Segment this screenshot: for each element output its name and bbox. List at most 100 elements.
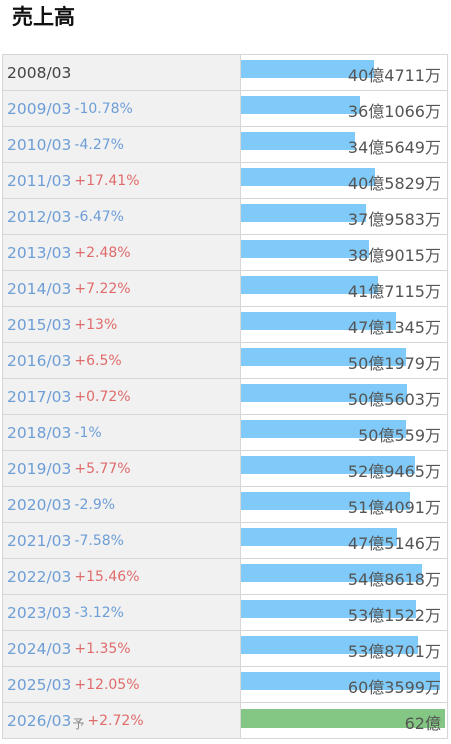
- period-cell: 2012/03 -6.47%: [3, 199, 241, 234]
- period-cell: 2025/03 +12.05%: [3, 667, 241, 702]
- change-label: +17.41%: [74, 172, 140, 189]
- change-label: +13%: [74, 316, 118, 333]
- sales-table: 2008/03 40億4711万 2009/03 -10.78% 36億1066万 201…: [2, 54, 448, 739]
- table-row: 2021/03 -7.58% 47億5146万: [3, 523, 448, 559]
- table-row: 2026/03 予 +2.72% 62億: [3, 703, 448, 739]
- change-label: -2.9%: [74, 496, 116, 513]
- table-row: 2012/03 -6.47% 37億9583万: [3, 199, 448, 235]
- forecast-mark: 予: [72, 717, 85, 731]
- value-label: 50億559万: [358, 426, 441, 445]
- table-row: 2008/03 40億4711万: [3, 55, 448, 91]
- value-label: 37億9583万: [347, 210, 441, 229]
- period-cell: 2021/03 -7.58%: [3, 523, 241, 558]
- period-label: 2015/03: [7, 315, 72, 334]
- value-bar: [241, 312, 396, 330]
- period-label: 2023/03: [7, 603, 72, 622]
- period-cell: 2020/03 -2.9%: [3, 487, 241, 522]
- value-bar: [241, 168, 375, 186]
- value-label: 53億1522万: [347, 606, 441, 625]
- value-label: 40億5829万: [347, 174, 441, 193]
- period-label: 2008/03: [7, 63, 72, 82]
- period-label: 2022/03: [7, 567, 72, 586]
- table-row: 2024/03 +1.35% 53億8701万: [3, 631, 448, 667]
- period-label: 2020/03: [7, 495, 72, 514]
- bar-cell: 50億1979万: [241, 343, 448, 378]
- period-label: 2026/03: [7, 711, 72, 730]
- change-label: +5.77%: [74, 460, 131, 477]
- period-cell: 2015/03 +13%: [3, 307, 241, 342]
- value-label: 36億1066万: [347, 102, 441, 121]
- table-row: 2014/03 +7.22% 41億7115万: [3, 271, 448, 307]
- bar-cell: 53億1522万: [241, 595, 448, 630]
- period-label: 2016/03: [7, 351, 72, 370]
- period-cell: 2014/03 +7.22%: [3, 271, 241, 306]
- period-label: 2021/03: [7, 531, 72, 550]
- bar-cell: 41億7115万: [241, 271, 448, 306]
- value-label: 41億7115万: [347, 282, 441, 301]
- forecast-bar: [241, 709, 445, 728]
- value-bar: [241, 456, 415, 474]
- table-row: 2018/03 -1% 50億559万: [3, 415, 448, 451]
- period-cell: 2011/03 +17.41%: [3, 163, 241, 198]
- bar-cell: 54億8618万: [241, 559, 448, 594]
- change-label: +0.72%: [74, 388, 131, 405]
- table-row: 2020/03 -2.9% 51億4091万: [3, 487, 448, 523]
- change-label: +2.48%: [74, 244, 131, 261]
- value-bar: [241, 96, 360, 114]
- value-bar: [241, 384, 407, 402]
- value-label: 51億4091万: [347, 498, 441, 517]
- bar-cell: 51億4091万: [241, 487, 448, 522]
- period-label: 2024/03: [7, 639, 72, 658]
- value-label: 62億: [404, 714, 441, 733]
- bar-cell: 38億9015万: [241, 235, 448, 270]
- value-bar: [241, 276, 378, 294]
- value-bar: [241, 492, 410, 510]
- change-label: -10.78%: [74, 100, 133, 117]
- period-cell: 2018/03 -1%: [3, 415, 241, 450]
- period-label: 2010/03: [7, 135, 72, 154]
- value-bar: [241, 528, 397, 546]
- bar-cell: 34億5649万: [241, 127, 448, 162]
- period-label: 2014/03: [7, 279, 72, 298]
- table-row: 2011/03 +17.41% 40億5829万: [3, 163, 448, 199]
- value-bar: [241, 60, 374, 78]
- period-label: 2012/03: [7, 207, 72, 226]
- bar-cell: 40億5829万: [241, 163, 448, 198]
- change-label: +6.5%: [74, 352, 122, 369]
- period-cell: 2010/03 -4.27%: [3, 127, 241, 162]
- table-row: 2009/03 -10.78% 36億1066万: [3, 91, 448, 127]
- value-bar: [241, 240, 369, 258]
- value-bar: [241, 600, 416, 618]
- period-cell: 2008/03: [3, 55, 241, 90]
- change-label: +1.35%: [74, 640, 131, 657]
- period-cell: 2023/03 -3.12%: [3, 595, 241, 630]
- table-row: 2019/03 +5.77% 52億9465万: [3, 451, 448, 487]
- period-cell: 2016/03 +6.5%: [3, 343, 241, 378]
- table-row: 2017/03 +0.72% 50億5603万: [3, 379, 448, 415]
- change-label: +12.05%: [74, 676, 140, 693]
- table-row: 2010/03 -4.27% 34億5649万: [3, 127, 448, 163]
- value-label: 34億5649万: [347, 138, 441, 157]
- value-label: 38億9015万: [347, 246, 441, 265]
- bar-cell: 60億3599万: [241, 667, 448, 702]
- value-bar: [241, 420, 406, 438]
- bar-cell: 50億559万: [241, 415, 448, 450]
- period-label: 2018/03: [7, 423, 72, 442]
- table-row: 2025/03 +12.05% 60億3599万: [3, 667, 448, 703]
- bar-cell: 53億8701万: [241, 631, 448, 666]
- period-cell: 2017/03 +0.72%: [3, 379, 241, 414]
- change-label: +15.46%: [74, 568, 140, 585]
- period-label: 2019/03: [7, 459, 72, 478]
- change-label: +7.22%: [74, 280, 131, 297]
- value-label: 53億8701万: [347, 642, 441, 661]
- chart-title: 売上高: [12, 5, 75, 29]
- period-cell: 2024/03 +1.35%: [3, 631, 241, 666]
- value-label: 40億4711万: [347, 66, 441, 85]
- bar-cell: 36億1066万: [241, 91, 448, 126]
- change-label: -7.58%: [74, 532, 124, 549]
- table-row: 2013/03 +2.48% 38億9015万: [3, 235, 448, 271]
- value-label: 50億1979万: [347, 354, 441, 373]
- change-label: -4.27%: [74, 136, 124, 153]
- period-label: 2017/03: [7, 387, 72, 406]
- period-label: 2011/03: [7, 171, 72, 190]
